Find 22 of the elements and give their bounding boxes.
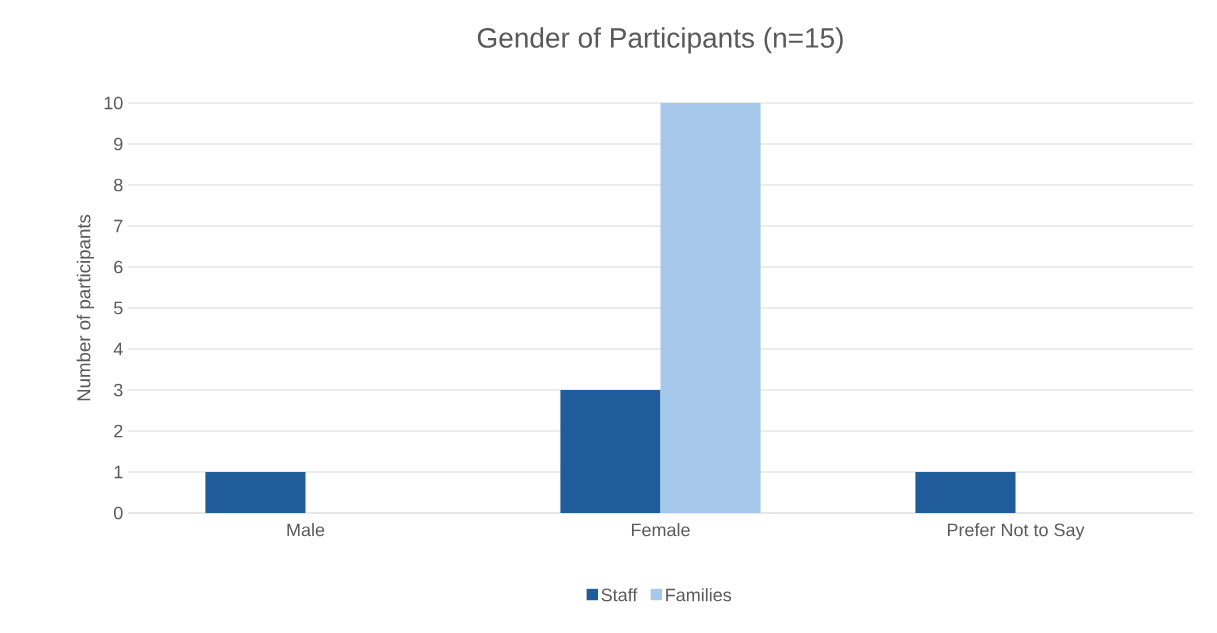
y-tick-label: 7 xyxy=(114,219,123,233)
y-tick-label: 2 xyxy=(114,424,123,438)
y-tick-label: 3 xyxy=(113,383,123,397)
x-tick-label: Prefer Not to Say xyxy=(947,523,1085,540)
y-axis-title: Number of participants xyxy=(76,214,95,401)
legend-label: Families xyxy=(666,588,732,602)
x-tick-label: Female xyxy=(631,523,690,537)
bar xyxy=(560,390,661,513)
legend-label: Staff xyxy=(601,588,638,602)
bar xyxy=(205,472,306,513)
y-tick-label: 1 xyxy=(114,465,123,479)
y-tick-label: 10 xyxy=(104,96,123,110)
y-tick-label: 4 xyxy=(113,342,123,356)
chart-title: Gender of Participants (n=15) xyxy=(477,27,843,54)
y-tick-label: 0 xyxy=(113,506,123,520)
bar xyxy=(915,472,1016,513)
y-tick-label: 6 xyxy=(114,260,123,274)
y-tick-label: 8 xyxy=(114,178,123,192)
y-tick-label: 5 xyxy=(113,301,123,315)
x-tick-label: Male xyxy=(287,523,325,537)
y-tick-label: 9 xyxy=(114,137,123,151)
bar xyxy=(660,103,761,513)
